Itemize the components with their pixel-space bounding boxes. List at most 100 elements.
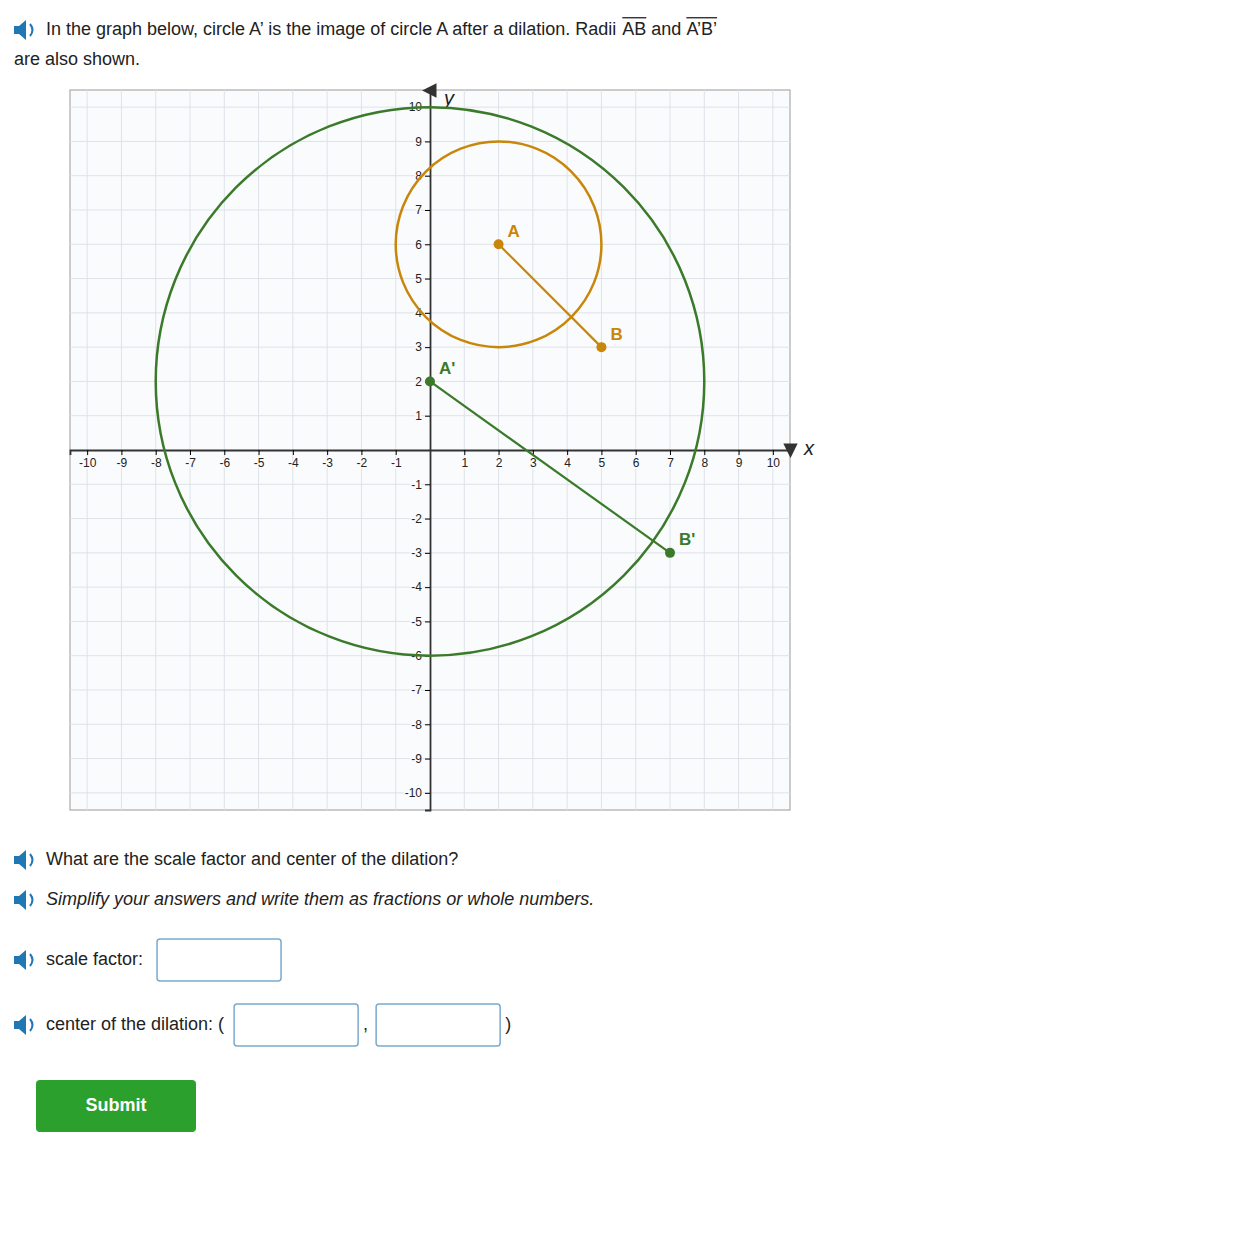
- circle: [156, 107, 705, 656]
- input-box[interactable]: [157, 939, 281, 981]
- overline: [622, 17, 646, 18]
- tick-label: -4: [288, 456, 299, 470]
- tick-label: 7: [667, 456, 674, 470]
- submit-label[interactable]: Submit: [86, 1095, 147, 1115]
- tick-label: -9: [411, 752, 422, 766]
- audio-icon-speaker[interactable]: [14, 20, 26, 40]
- tick: -3: [322, 450, 333, 470]
- tick-label: 1: [415, 409, 422, 423]
- tick: -1: [411, 478, 430, 492]
- point-labels: ABA'B': [439, 222, 695, 550]
- tick-mark: [156, 450, 157, 455]
- tick: -9: [411, 752, 430, 766]
- audio-icon-wave[interactable]: [30, 954, 33, 966]
- point-label: B': [679, 530, 695, 549]
- tick-mark: [464, 450, 465, 455]
- tick-label: 3: [415, 340, 422, 354]
- overline: [686, 17, 717, 18]
- input-box[interactable]: [376, 1004, 500, 1046]
- tick-mark: [425, 484, 430, 485]
- tick-label: -6: [219, 456, 230, 470]
- tick-label: -5: [254, 456, 265, 470]
- tick: -3: [411, 546, 430, 560]
- input-box[interactable]: [234, 1004, 358, 1046]
- tick-label: -1: [391, 456, 402, 470]
- audio-icon-wave[interactable]: [30, 24, 33, 36]
- tick-label: 4: [564, 456, 571, 470]
- tick-mark: [361, 450, 362, 455]
- tick-label: 8: [701, 456, 708, 470]
- tick-label: -5: [411, 615, 422, 629]
- audio-icon-wave[interactable]: [30, 854, 33, 866]
- audio-icon-wave[interactable]: [30, 1019, 33, 1031]
- audio-icon-speaker[interactable]: [14, 1015, 26, 1035]
- tick: 3: [415, 340, 430, 354]
- audio-icon-wave[interactable]: [30, 894, 33, 906]
- tick-label: -3: [322, 456, 333, 470]
- tick: 10: [767, 450, 781, 470]
- tick-mark: [87, 450, 88, 455]
- point: [425, 376, 435, 386]
- tick-mark: [425, 279, 430, 280]
- tick-mark: [499, 450, 500, 455]
- tick-label: 5: [599, 456, 606, 470]
- point: [665, 548, 675, 558]
- tick-label: -10: [79, 456, 97, 470]
- tick-mark: [425, 313, 430, 314]
- plot-area: [156, 107, 705, 656]
- title-part: are also shown.: [14, 49, 140, 69]
- tick: 4: [564, 450, 571, 470]
- tick: -10: [405, 786, 430, 800]
- tick: -10: [79, 450, 97, 470]
- tick-label: 2: [496, 456, 503, 470]
- input-label: scale factor:: [46, 949, 143, 969]
- tick-mark: [425, 690, 430, 691]
- tick: 9: [415, 135, 430, 149]
- audio-icon[interactable]: [14, 20, 33, 40]
- tick-label: 1: [461, 456, 468, 470]
- tick-mark: [425, 141, 430, 142]
- tick-mark: [425, 244, 430, 245]
- heading: In the graph below, circle A’ is the ima…: [14, 19, 717, 69]
- punctuation: ): [505, 1014, 511, 1034]
- point-label: A: [508, 222, 520, 241]
- tick: 5: [415, 272, 430, 286]
- tick: 2: [496, 450, 503, 470]
- tick-mark: [425, 210, 430, 211]
- tick: -9: [117, 450, 128, 470]
- tick-label: -4: [411, 580, 422, 594]
- tick-mark: [224, 450, 225, 455]
- tick: 1: [461, 450, 468, 470]
- point: [596, 342, 606, 352]
- tick-mark: [425, 724, 430, 725]
- tick-mark: [425, 621, 430, 622]
- tick-label: -9: [117, 456, 128, 470]
- tick-label: 2: [415, 375, 422, 389]
- tick: -8: [151, 450, 162, 470]
- axis-label-x: x: [803, 437, 815, 459]
- audio-icon-speaker[interactable]: [14, 890, 26, 910]
- tick-mark: [425, 759, 430, 760]
- tick: -6: [219, 450, 230, 470]
- submit-button[interactable]: Submit: [36, 1080, 196, 1132]
- audio-icon[interactable]: [14, 890, 33, 910]
- tick-mark: [425, 347, 430, 348]
- tick-label: -1: [411, 478, 422, 492]
- audio-icon-speaker[interactable]: [14, 950, 26, 970]
- tick-label: -2: [411, 512, 422, 526]
- audio-icon[interactable]: [14, 1015, 33, 1035]
- audio-icon-speaker[interactable]: [14, 850, 26, 870]
- submit-button-body[interactable]: [36, 1080, 196, 1132]
- audio-icon[interactable]: [14, 950, 33, 970]
- grid: [70, 90, 790, 810]
- tick-label: -7: [411, 683, 422, 697]
- tick-mark: [601, 450, 602, 455]
- tick-mark: [190, 450, 191, 455]
- tick: 9: [736, 450, 743, 470]
- tick: 1: [415, 409, 430, 423]
- tick-mark: [670, 450, 671, 455]
- tick-label: 7: [415, 203, 422, 217]
- tick-mark: [425, 793, 430, 794]
- circle: [396, 141, 602, 347]
- audio-icon[interactable]: [14, 850, 33, 870]
